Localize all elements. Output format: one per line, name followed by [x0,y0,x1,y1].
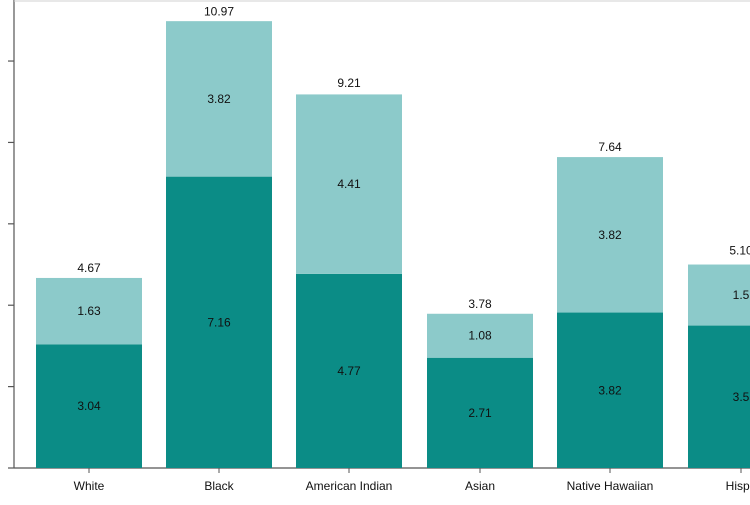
total-value-label: 5.10 [729,243,750,257]
bar-segment-bottom [296,273,402,468]
bar-segment-top [36,277,142,345]
segment-value-label: 7.16 [207,315,231,329]
segment-value-label: 1.5 [733,288,750,302]
segment-value-label: 1.08 [468,329,492,343]
category-label: American Indian [306,479,393,493]
segment-value-label: 1.63 [77,304,101,318]
segment-value-label: 3.5 [733,390,750,404]
category-label: Asian [465,479,495,493]
segment-value-label: 3.82 [207,92,231,106]
bars [36,21,750,468]
total-value-label: 4.67 [77,261,101,275]
bar-segment-bottom [688,325,750,468]
total-value-label: 3.78 [468,297,492,311]
segment-value-label: 3.82 [598,383,622,397]
bar-segment-bottom [427,357,533,468]
segment-value-label: 4.41 [337,177,361,191]
labels: 3.04 1.63 4.67 White 7.16 3.82 10.97 Black 4.77 4… [74,5,750,493]
bar-segment-top [557,157,663,313]
total-value-label: 7.64 [598,140,622,154]
category-label: Hispa [726,479,750,493]
bar-segment-bottom [557,312,663,468]
bar-segment-top [166,21,272,177]
bar-segment-top [688,264,750,326]
bar-segment-top [296,94,402,274]
category-label: White [74,479,105,493]
segment-value-label: 2.71 [468,406,492,420]
bar-segment-bottom [166,176,272,468]
bar-segment-bottom [36,344,142,468]
segment-value-label: 3.82 [598,228,622,242]
total-value-label: 10.97 [204,5,234,19]
category-label: Black [204,479,234,493]
bar-segment-top [427,313,533,358]
category-label: Native Hawaiian [567,479,654,493]
segment-value-label: 3.04 [77,399,101,413]
total-value-label: 9.21 [337,76,361,90]
segment-value-label: 4.77 [337,364,361,378]
